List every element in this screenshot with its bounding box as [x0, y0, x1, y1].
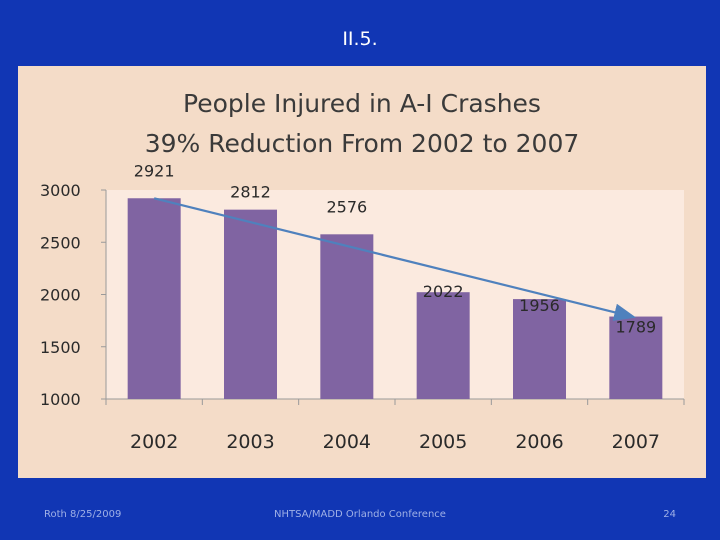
data-label: 2022: [423, 282, 464, 301]
y-tick-label: 1500: [40, 338, 81, 357]
x-tick-label: 2007: [612, 431, 660, 453]
bar-2004: [320, 234, 374, 399]
footer-author-date: Roth 8/25/2009: [44, 509, 122, 520]
bar-2002: [127, 198, 181, 399]
footer-page-number: 24: [663, 509, 676, 520]
chart-title: People Injured in A-I Crashes: [183, 89, 541, 118]
bar-2005: [416, 292, 470, 399]
data-label: 2812: [230, 183, 271, 202]
plot-area: [106, 190, 684, 399]
y-tick-label: 1000: [40, 390, 81, 409]
x-tick-label: 2002: [130, 431, 178, 453]
data-label: 1956: [519, 296, 560, 315]
x-tick-label: 2003: [226, 431, 274, 453]
data-label: 2921: [134, 161, 175, 180]
chart-subtitle: 39% Reduction From 2002 to 2007: [145, 129, 580, 158]
y-tick-label: 3000: [40, 181, 81, 200]
slide-number: II.5.: [342, 28, 378, 50]
footer-conference: NHTSA/MADD Orlando Conference: [274, 509, 446, 520]
x-tick-label: 2005: [419, 431, 467, 453]
chart-panel: People Injured in A-I Crashes 39% Reduct…: [18, 66, 706, 478]
y-tick-label: 2000: [40, 286, 81, 305]
trend-line-arrow: [153, 197, 637, 321]
bar-2006: [513, 299, 566, 399]
bar-2007: [609, 316, 663, 399]
x-tick-label: 2006: [515, 431, 563, 453]
bar-chart: People Injured in A-I Crashes 39% Reduct…: [40, 89, 685, 453]
data-label: 2576: [326, 197, 367, 216]
bar-2003: [224, 209, 277, 399]
x-tick-label: 2004: [323, 431, 371, 453]
y-tick-label: 2500: [40, 233, 81, 252]
data-label: 1789: [615, 318, 656, 337]
